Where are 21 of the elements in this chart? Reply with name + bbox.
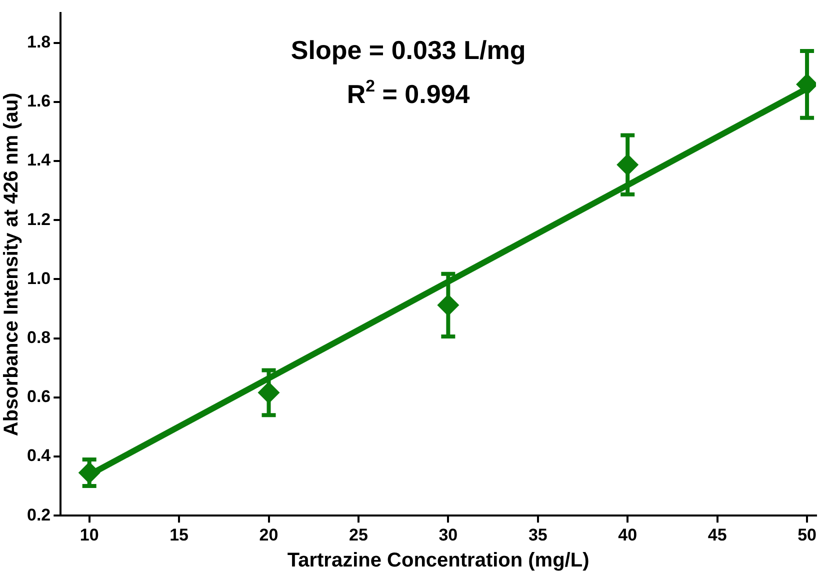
x-tick-label: 10 bbox=[80, 525, 99, 544]
y-tick-label: 1.0 bbox=[26, 268, 51, 288]
x-tick-label: 25 bbox=[349, 525, 368, 544]
x-tick-label: 45 bbox=[708, 525, 727, 544]
y-axis-title: Absorbance Intensity at 426 nm (au) bbox=[0, 92, 23, 436]
y-tick-label: 0.6 bbox=[26, 387, 51, 406]
y-tick-label: 0.8 bbox=[26, 328, 51, 347]
x-tick-label: 15 bbox=[170, 525, 189, 544]
x-tick-label: 35 bbox=[528, 525, 548, 544]
y-tick-label: 1.2 bbox=[26, 210, 51, 229]
y-tick-label: 1.4 bbox=[26, 150, 52, 170]
x-tick-label: 20 bbox=[259, 525, 278, 544]
y-tick-label: 0.4 bbox=[26, 446, 52, 466]
y-tick-label: 1.8 bbox=[26, 32, 51, 52]
annotation: Slope = 0.033 L/mg bbox=[290, 35, 526, 66]
x-tick-label: 40 bbox=[618, 525, 638, 544]
x-tick-label: 50 bbox=[798, 525, 816, 544]
y-tick-label: 1.6 bbox=[26, 92, 51, 111]
x-axis-title: Tartrazine Concentration (mg/L) bbox=[287, 550, 590, 572]
y-tick-label: 0.2 bbox=[26, 505, 51, 524]
x-tick-label: 30 bbox=[438, 525, 458, 544]
